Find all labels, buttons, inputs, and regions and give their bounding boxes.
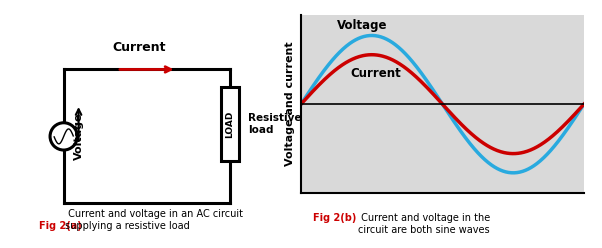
- Text: Voltage: Voltage: [73, 113, 84, 160]
- Text: Current: Current: [350, 67, 402, 80]
- Text: Current: Current: [113, 41, 166, 54]
- Circle shape: [50, 123, 77, 150]
- Text: Resistive
load: Resistive load: [249, 113, 302, 135]
- Text: LOAD: LOAD: [225, 110, 234, 138]
- Text: Voltage: Voltage: [337, 19, 388, 31]
- Text: Current and voltage in the
circuit are both sine waves: Current and voltage in the circuit are b…: [358, 213, 491, 235]
- Text: Fig 2(a): Fig 2(a): [39, 221, 82, 231]
- Text: Fig 2(b): Fig 2(b): [313, 213, 356, 223]
- Bar: [221, 87, 238, 161]
- Y-axis label: Voltage and current: Voltage and current: [285, 42, 296, 166]
- Text: Current and voltage in an AC circuit
supplying a resistive load: Current and voltage in an AC circuit sup…: [64, 209, 243, 231]
